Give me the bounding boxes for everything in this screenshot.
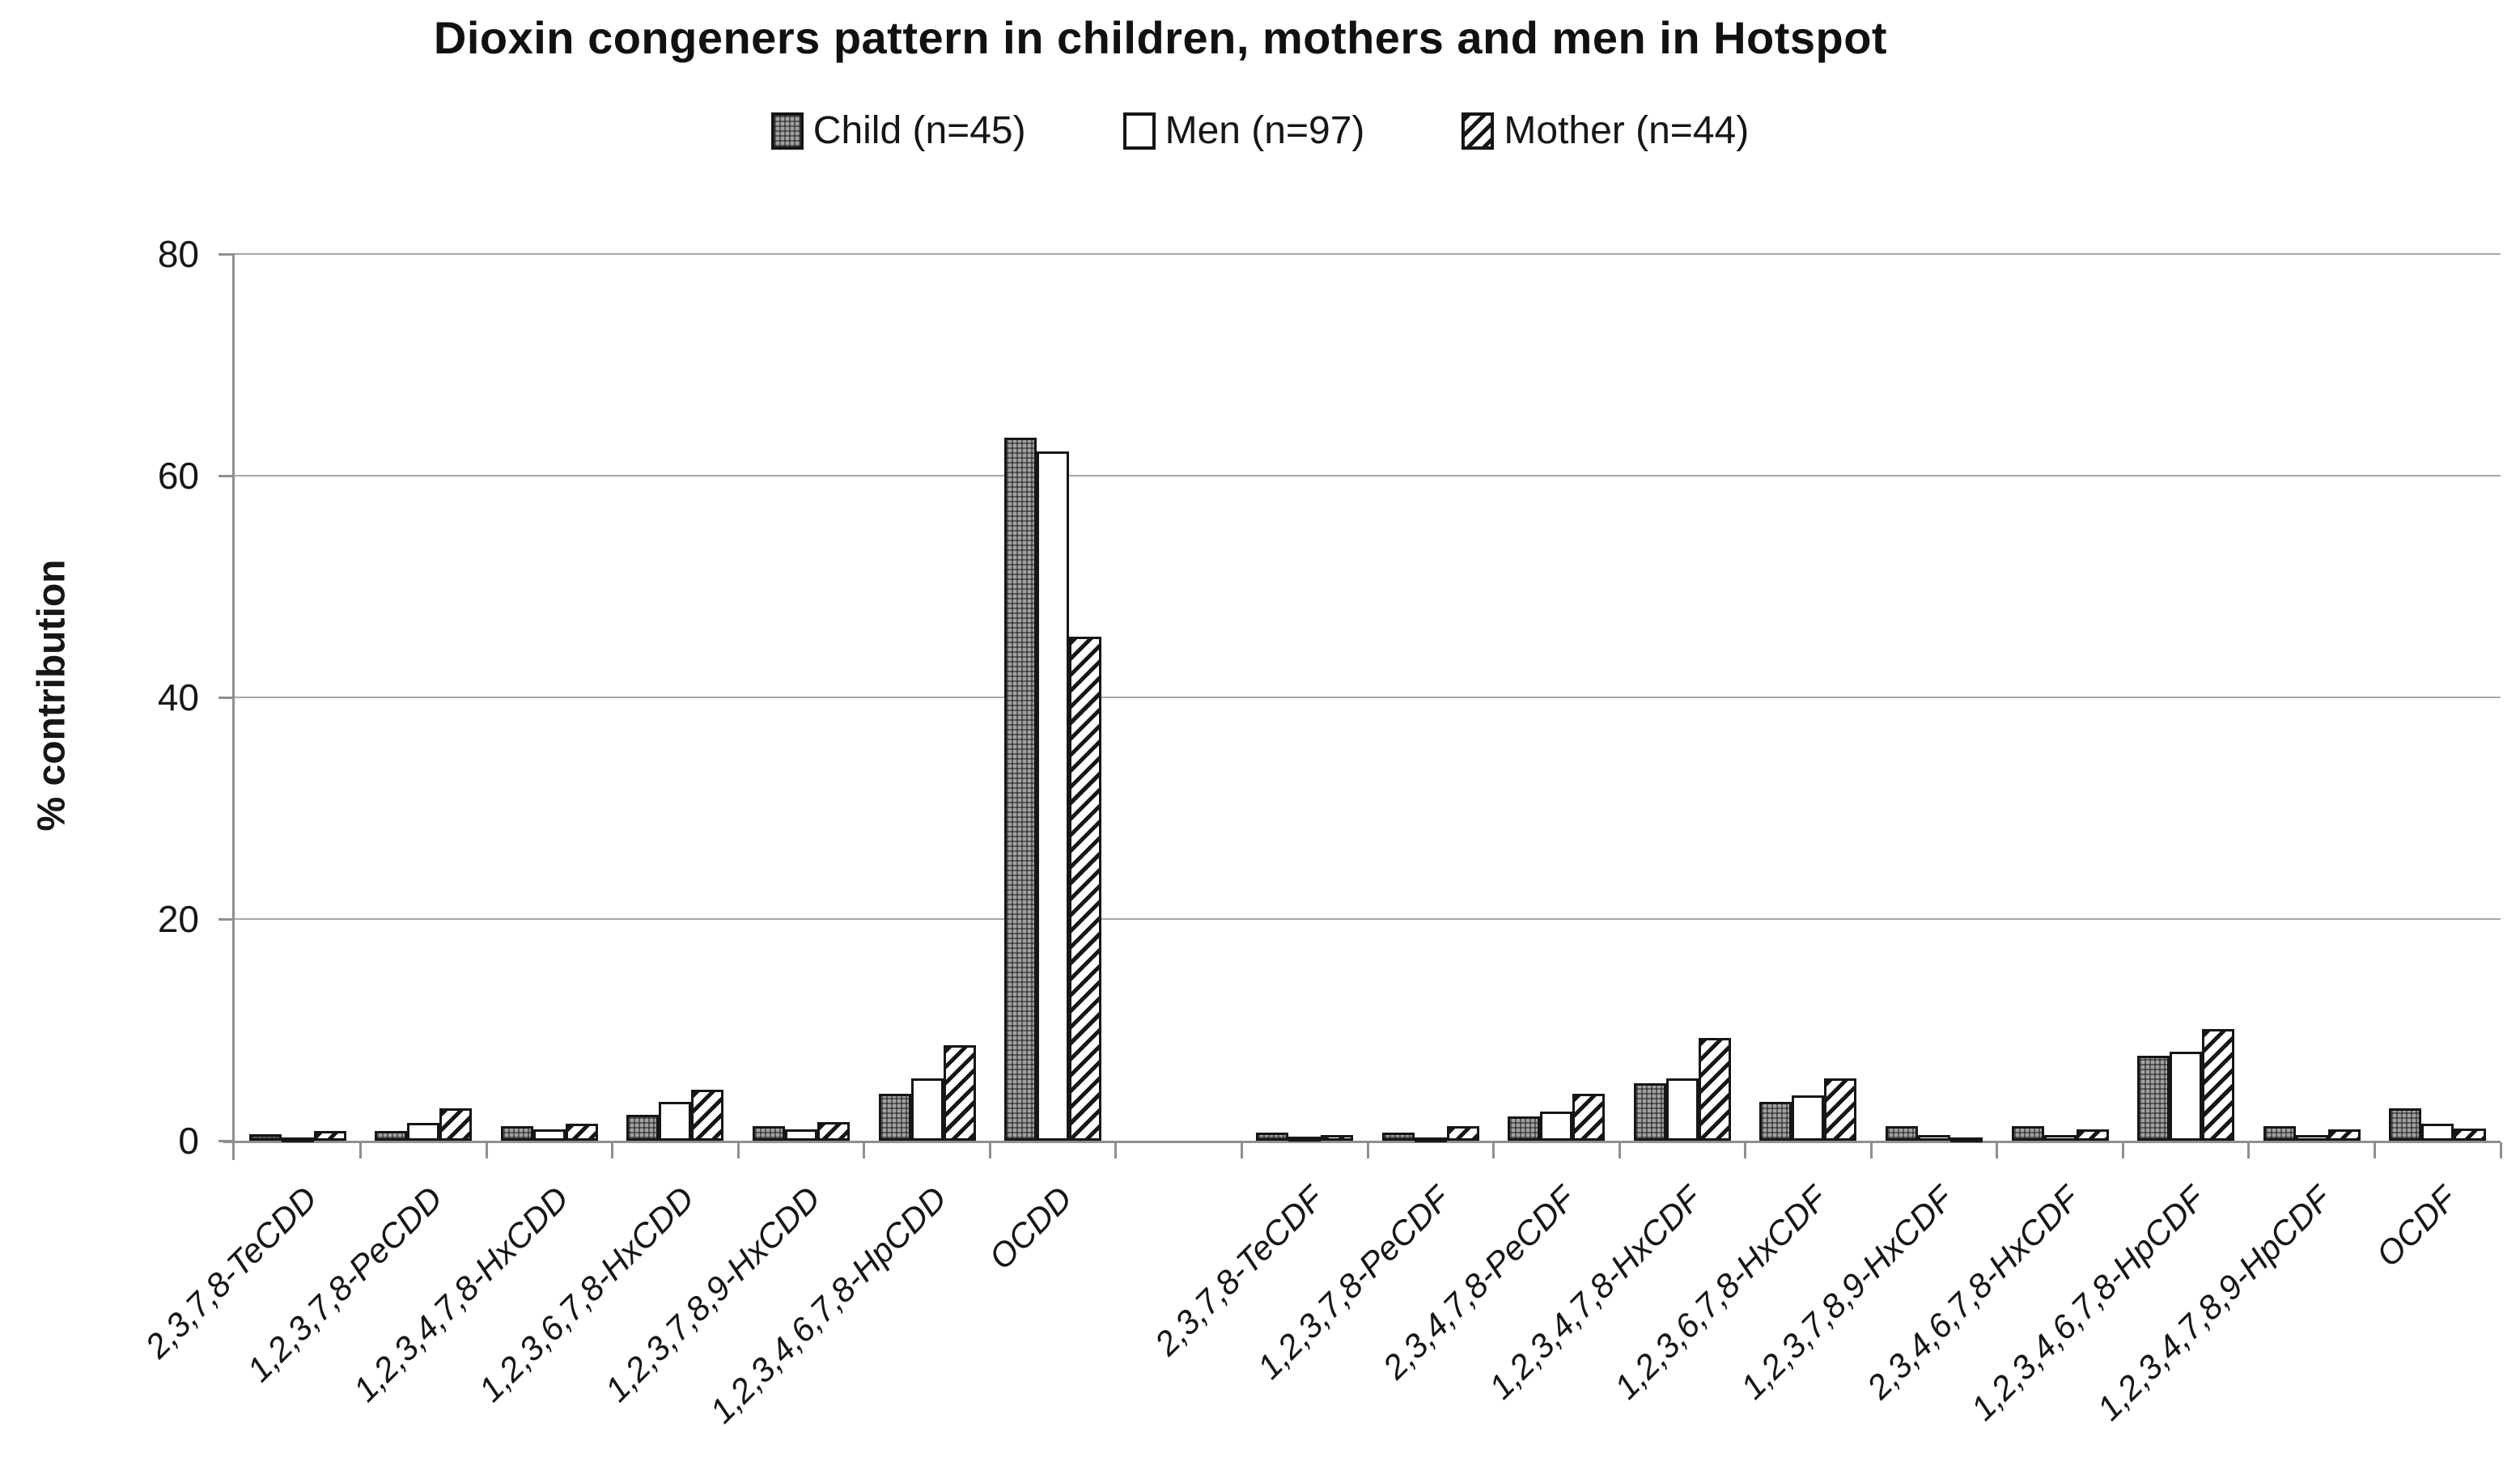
legend: Child (n=45) Men (n=97) Mother (n=44) xyxy=(0,108,2520,153)
bar-child-2,3,7,8-TeCDF xyxy=(1256,1133,1289,1141)
bar-men-2,3,7,8-TeCDF xyxy=(1288,1136,1322,1142)
y-axis-tick xyxy=(218,917,235,921)
bar-child-1,2,3,7,8,9-HxCDF xyxy=(1886,1126,1918,1141)
bar-mother-1,2,3,4,7,8-HxCDF xyxy=(1698,1037,1731,1141)
bar-mother-1,2,3,6,7,8-HxCDF xyxy=(1824,1078,1857,1141)
y-axis-tick xyxy=(218,696,235,699)
gridline-20 xyxy=(235,918,2501,920)
bar-child-2,3,4,7,8-PeCDF xyxy=(1508,1116,1541,1141)
bar-men-OCDD xyxy=(1037,451,1070,1141)
x-axis-tick xyxy=(2121,1142,2124,1158)
bar-child-2,3,4,6,7,8-HxCDF xyxy=(2011,1126,2044,1141)
bar-mother-1,2,3,4,6,7,8-HpCDD xyxy=(943,1045,976,1141)
x-axis-tick xyxy=(863,1142,866,1158)
x-axis-tick xyxy=(2499,1142,2502,1158)
bar-child-1,2,3,4,7,8-HxCDF xyxy=(1633,1082,1666,1141)
x-axis-tick xyxy=(1869,1142,1873,1158)
x-axis-tick xyxy=(1996,1142,1999,1158)
bar-men-1,2,3,4,6,7,8-HpCDD xyxy=(910,1078,944,1141)
x-axis-tick xyxy=(1114,1142,1118,1158)
bar-child-1,2,3,4,7,8,9-HpCDF xyxy=(2263,1126,2296,1141)
bar-mother-OCDD xyxy=(1069,636,1102,1141)
bar-men-1,2,3,7,8-PeCDD xyxy=(407,1123,440,1141)
gridline-80 xyxy=(235,253,2501,255)
bar-mother-1,2,3,6,7,8-HxCDD xyxy=(691,1089,724,1141)
bar-men-1,2,3,4,6,7,8-HpCDF xyxy=(2170,1052,2203,1141)
x-axis-tick xyxy=(2247,1142,2251,1158)
bar-mother-2,3,4,7,8-PeCDF xyxy=(1572,1094,1606,1141)
bar-men-1,2,3,4,7,8-HxCDD xyxy=(532,1129,566,1141)
bar-child-1,2,3,7,8-PeCDD xyxy=(375,1130,408,1141)
bar-child-1,2,3,6,7,8-HxCDD xyxy=(626,1115,660,1141)
x-axis-tick xyxy=(611,1142,614,1158)
bar-child-1,2,3,4,6,7,8-HpCDF xyxy=(2137,1055,2170,1141)
bar-men-1,2,3,4,7,8,9-HpCDF xyxy=(2295,1135,2328,1141)
bar-men-1,2,3,7,8,9-HxCDD xyxy=(785,1129,817,1141)
bar-mother-1,2,3,7,8,9-HxCDF xyxy=(1950,1137,1983,1142)
bar-mother-OCDF xyxy=(2454,1128,2487,1141)
bar-child-1,2,3,4,7,8-HxCDD xyxy=(500,1126,533,1141)
bar-men-1,2,3,7,8,9-HxCDF xyxy=(1918,1135,1950,1141)
x-axis-tick xyxy=(2373,1142,2376,1158)
bar-mother-2,3,7,8-TeCDD xyxy=(313,1130,346,1141)
bar-child-1,2,3,7,8,9-HxCDD xyxy=(753,1126,785,1141)
chart-title: Dioxin congeners pattern in children, mo… xyxy=(433,12,1888,63)
legend-item-men: Men (n=97) xyxy=(1122,108,1365,153)
bar-mother-2,3,4,6,7,8-HxCDF xyxy=(2076,1129,2109,1141)
x-axis-tick xyxy=(1240,1142,1243,1158)
bar-child-1,2,3,6,7,8-HxCDF xyxy=(1759,1102,1792,1141)
bar-mother-1,2,3,4,6,7,8-HpCDF xyxy=(2202,1028,2235,1141)
y-axis-tick xyxy=(218,252,235,256)
bar-mother-1,2,3,7,8-PeCDF xyxy=(1446,1126,1479,1141)
gridline-60 xyxy=(235,475,2501,477)
bar-child-OCDD xyxy=(1004,438,1037,1141)
bar-men-OCDF xyxy=(2421,1124,2454,1141)
x-axis-tick xyxy=(736,1142,740,1158)
legend-label-men: Men (n=97) xyxy=(1165,109,1365,152)
child-series-swatch-icon xyxy=(770,112,804,150)
bar-men-2,3,4,7,8-PeCDF xyxy=(1540,1112,1573,1141)
legend-item-child: Child (n=45) xyxy=(770,108,1026,153)
bar-men-1,2,3,6,7,8-HxCDD xyxy=(659,1102,692,1141)
bar-mother-1,2,3,4,7,8,9-HpCDF xyxy=(2327,1129,2361,1141)
men-series-swatch-icon xyxy=(1122,112,1156,150)
legend-item-mother: Mother (n=44) xyxy=(1462,108,1749,153)
y-tick-label: 80 xyxy=(157,233,199,275)
y-axis-tick xyxy=(218,474,235,477)
x-axis-tick xyxy=(359,1142,363,1158)
y-tick-label: 40 xyxy=(157,676,199,718)
bar-men-1,2,3,6,7,8-HxCDF xyxy=(1792,1095,1825,1141)
y-tick-label: 20 xyxy=(157,898,199,940)
x-axis-tick xyxy=(485,1142,488,1158)
x-axis-tick xyxy=(1744,1142,1747,1158)
y-tick-label: 0 xyxy=(178,1120,199,1162)
legend-label-child: Child (n=45) xyxy=(812,109,1026,152)
bar-men-1,2,3,4,7,8-HxCDF xyxy=(1665,1078,1699,1141)
bar-child-OCDF xyxy=(2389,1108,2422,1141)
bar-mother-2,3,7,8-TeCDF xyxy=(1321,1135,1354,1141)
bar-child-1,2,3,4,6,7,8-HpCDD xyxy=(878,1094,911,1141)
x-axis-tick xyxy=(1618,1142,1621,1158)
bar-child-2,3,7,8-TeCDD xyxy=(248,1133,282,1141)
x-axis-tick xyxy=(988,1142,991,1158)
mother-series-swatch-icon xyxy=(1462,112,1495,150)
bar-men-1,2,3,7,8-PeCDF xyxy=(1414,1137,1447,1142)
x-axis-tick xyxy=(1492,1142,1495,1158)
bar-mother-1,2,3,7,8-PeCDD xyxy=(439,1108,473,1141)
bar-child-1,2,3,7,8-PeCDF xyxy=(1381,1133,1415,1141)
bar-men-2,3,4,6,7,8-HxCDF xyxy=(2043,1135,2077,1141)
bar-mother-1,2,3,7,8,9-HxCDD xyxy=(817,1121,850,1141)
legend-label-mother: Mother (n=44) xyxy=(1504,109,1750,152)
y-axis-line xyxy=(232,254,235,1160)
y-tick-label: 60 xyxy=(157,455,199,497)
bar-mother-1,2,3,4,7,8-HxCDD xyxy=(565,1124,598,1141)
bar-men-2,3,7,8-TeCDD xyxy=(281,1137,314,1142)
x-axis-tick xyxy=(1366,1142,1369,1158)
x-axis-line xyxy=(223,1141,2501,1143)
gridline-40 xyxy=(235,697,2501,698)
